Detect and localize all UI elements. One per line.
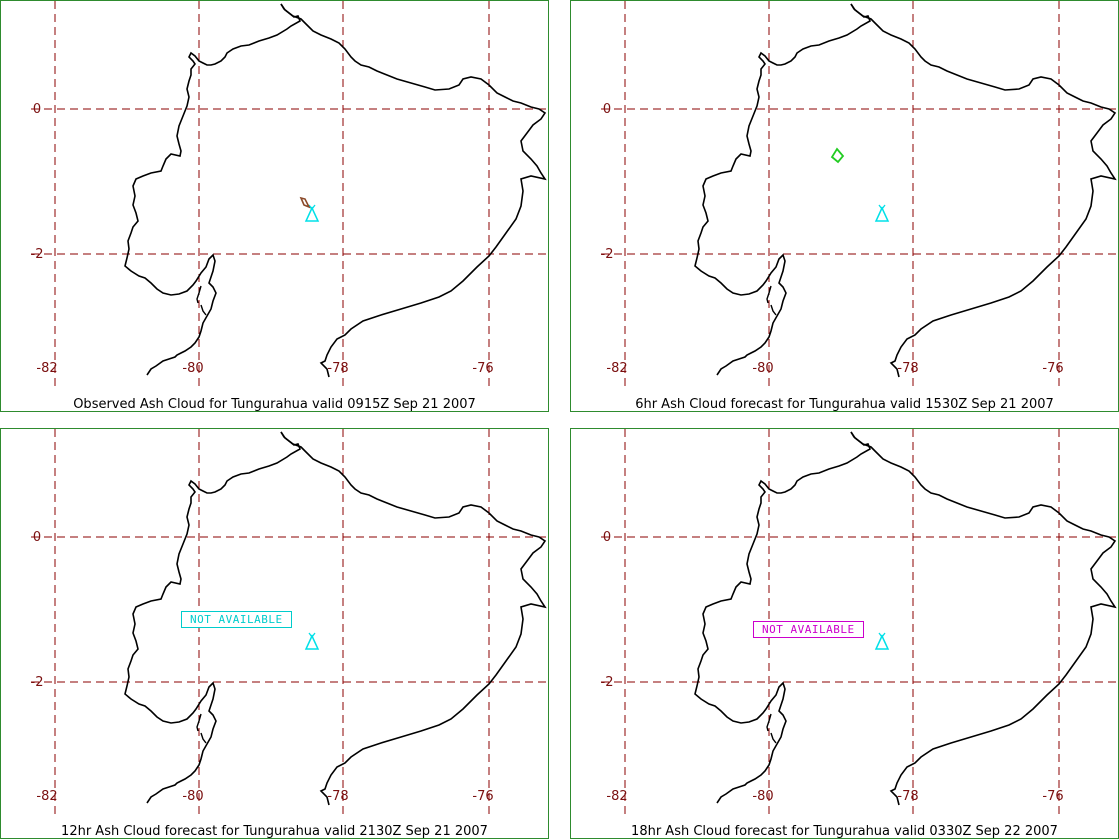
lon-tick-label: -80: [752, 789, 773, 804]
coastline-border: [280, 431, 547, 806]
lon-tick-label: -78: [327, 789, 348, 804]
coastline-border: [850, 3, 1117, 378]
volcano-marker: [304, 206, 320, 222]
lon-tick-label: -78: [327, 361, 348, 376]
not-available-label: NOT AVAILABLE: [181, 611, 292, 628]
lon-tick-label: -76: [472, 361, 493, 376]
not-available-label: NOT AVAILABLE: [753, 621, 864, 638]
lon-tick-label: -76: [1042, 361, 1063, 376]
panel-caption: 18hr Ash Cloud forecast for Tungurahua v…: [631, 824, 1058, 839]
coastline: [694, 3, 872, 376]
lon-tick-label: -80: [182, 361, 203, 376]
map-panel-observed: 0 -2 -82 -80 -78 -76 Observed Ash Cloud for T…: [0, 0, 550, 412]
lat-tick-label: 0: [33, 530, 41, 545]
panel-caption: 6hr Ash Cloud forecast for Tungurahua va…: [635, 397, 1054, 412]
lon-tick-label: -80: [752, 361, 773, 376]
lon-tick-label: -78: [897, 361, 918, 376]
lat-tick-label: 0: [33, 102, 41, 117]
coastline: [694, 431, 872, 804]
lon-tick-label: -80: [182, 789, 203, 804]
volcano-marker: [304, 634, 320, 650]
volcano-plume: [878, 204, 886, 211]
ash-cloud-polygon: [299, 196, 311, 209]
map-canvas: 0 -2 -82 -80 -78 -76: [601, 1, 1119, 386]
coastline-border: [850, 431, 1117, 806]
lon-tick-label: -82: [36, 361, 57, 376]
lon-tick-label: -76: [1042, 789, 1063, 804]
lon-tick-label: -82: [606, 361, 627, 376]
coastline-gulf: [196, 285, 207, 316]
lon-tick-label: -78: [897, 789, 918, 804]
volcano-plume: [878, 632, 886, 639]
map-canvas: 0 -2 -82 -80 -78 -76: [601, 429, 1119, 814]
coastline-gulf: [766, 713, 777, 744]
volcano-marker: [874, 206, 890, 222]
lat-tick-label: -2: [601, 247, 614, 262]
lon-tick-label: -76: [472, 789, 493, 804]
ash-cloud-polygon: [830, 147, 845, 164]
coastline-border: [280, 3, 547, 378]
volcano-marker: [874, 634, 890, 650]
coastline-gulf: [766, 285, 777, 316]
lon-tick-label: -82: [36, 789, 57, 804]
lat-tick-label: -2: [601, 675, 614, 690]
lat-tick-label: 0: [603, 102, 611, 117]
coastline-gulf: [196, 713, 207, 744]
map-panel-6hr: 0 -2 -82 -80 -78 -76 6hr Ash Cloud forecast f…: [570, 0, 1119, 412]
coastline: [124, 3, 302, 376]
lon-tick-label: -82: [606, 789, 627, 804]
lat-tick-label: -2: [31, 247, 44, 262]
volcano-plume: [308, 204, 316, 211]
lat-tick-label: -2: [31, 675, 44, 690]
map-panel-18hr: 0 -2 -82 -80 -78 -76 NOT AVAILABLE 18hr Ash C…: [570, 428, 1119, 839]
map-canvas: 0 -2 -82 -80 -78 -76: [31, 1, 550, 386]
coastline: [124, 431, 302, 804]
panel-caption: Observed Ash Cloud for Tungurahua valid …: [73, 397, 476, 412]
panel-caption: 12hr Ash Cloud forecast for Tungurahua v…: [61, 824, 488, 839]
map-panel-12hr: 0 -2 -82 -80 -78 -76 NOT AVAILABLE 12hr Ash C…: [0, 428, 550, 839]
volcano-plume: [308, 632, 316, 639]
map-canvas: 0 -2 -82 -80 -78 -76: [31, 429, 550, 814]
lat-tick-label: 0: [603, 530, 611, 545]
